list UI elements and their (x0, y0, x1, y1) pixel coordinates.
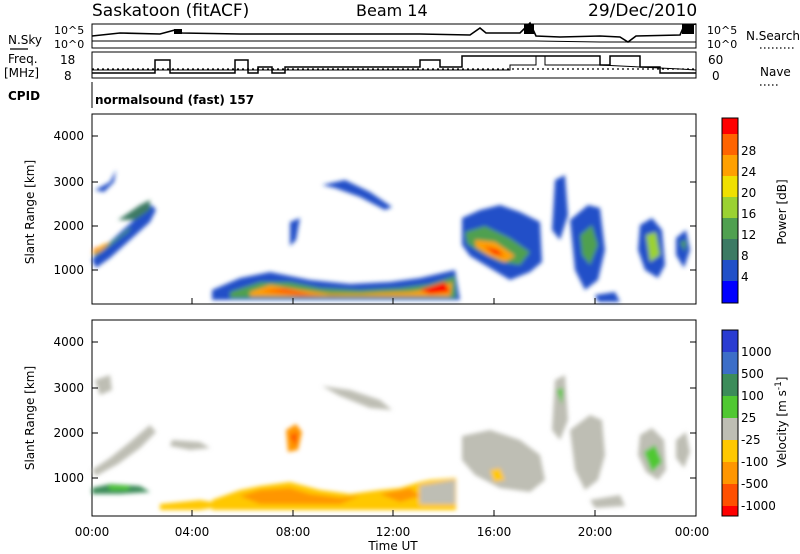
xtick-2000: 20:00 (578, 525, 613, 539)
power-ytick-3000: 3000 (53, 175, 84, 189)
xtick-0800: 08:00 (276, 525, 311, 539)
velocity-scatter (92, 375, 690, 510)
power-ytick-2000: 2000 (53, 219, 84, 233)
velocity-ytick-1000: 1000 (53, 471, 84, 485)
freq-strip (91, 51, 697, 79)
velocity-ytick-2000: 2000 (53, 426, 84, 440)
power-cbar-tick-20: 20 (741, 186, 756, 200)
power-cbar-tick-12: 12 (741, 228, 756, 242)
freq-label-1: Freq. (8, 52, 38, 66)
velocity-cbar-tick-500: 500 (741, 367, 764, 381)
power-cbar-tick-28: 28 (741, 144, 756, 158)
velocity-cbar-tick-1000: 1000 (741, 345, 772, 359)
power-ylabel: Slant Range [km] (23, 160, 37, 264)
velocity-cbar-tick-minus1000: -1000 (741, 499, 776, 513)
freq-tick-high: 18 (60, 53, 75, 67)
xtick-2400: 00:00 (675, 525, 710, 539)
xtick-1200: 12:00 (376, 525, 411, 539)
power-panel (91, 113, 697, 305)
velocity-panel (91, 319, 697, 517)
nsky-tick-high: 10^5 (54, 24, 84, 37)
power-cbar-tick-8: 8 (741, 249, 749, 263)
station-title: Saskatoon (fitACF) (92, 1, 249, 21)
nsky-trace (91, 21, 697, 43)
xtick-0400: 04:00 (175, 525, 210, 539)
beam-title: Beam 14 (356, 1, 428, 20)
power-cbar-label: Power [dB] (775, 179, 789, 244)
date-title: 29/Dec/2010 (588, 1, 697, 21)
power-cbar-tick-4: 4 (741, 270, 749, 284)
nave-label: Nave (760, 65, 791, 79)
xtick-0000: 00:00 (75, 525, 110, 539)
nsky-strip (91, 21, 697, 49)
cpid-text: normalsound (fast) 157 (95, 93, 254, 107)
velocity-ytick-3000: 3000 (53, 381, 84, 395)
velocity-cbar-label: Velocity [m s-1] (774, 377, 789, 468)
velocity-ylabel: Slant Range [km] (23, 366, 37, 470)
nsearch-label: N.Search (746, 29, 800, 43)
freq-label-2: [MHz] (4, 66, 39, 80)
velocity-ytick-4000: 4000 (53, 335, 84, 349)
nave-tick-high: 60 (708, 53, 723, 67)
power-colorbar (721, 117, 739, 304)
velocity-cbar-tick-25: 25 (741, 411, 756, 425)
power-ytick-1000: 1000 (53, 263, 84, 277)
velocity-cbar-tick-minus100: -100 (741, 455, 768, 469)
velocity-cbar-tick-minus500: -500 (741, 477, 768, 491)
cpid-label: CPID (8, 89, 40, 103)
velocity-colorbar (721, 329, 739, 517)
nsearch-tick-low: 10^0 (707, 38, 737, 51)
power-ytick-4000: 4000 (53, 129, 84, 143)
nsearch-tick-high: 10^5 (707, 24, 737, 37)
nsky-label: N.Sky (8, 33, 42, 47)
velocity-cbar-tick-100: 100 (741, 389, 764, 403)
velocity-cbar-tick-minus25: -25 (741, 433, 761, 447)
nsky-tick-low: 10^0 (54, 38, 84, 51)
power-cbar-tick-24: 24 (741, 165, 756, 179)
power-scatter (92, 170, 690, 302)
xlabel: Time UT (367, 539, 418, 553)
freq-trace (92, 55, 696, 74)
freq-tick-low: 8 (64, 69, 72, 83)
xtick-1600: 16:00 (477, 525, 512, 539)
power-cbar-tick-16: 16 (741, 207, 756, 221)
nave-tick-low: 0 (712, 69, 720, 83)
